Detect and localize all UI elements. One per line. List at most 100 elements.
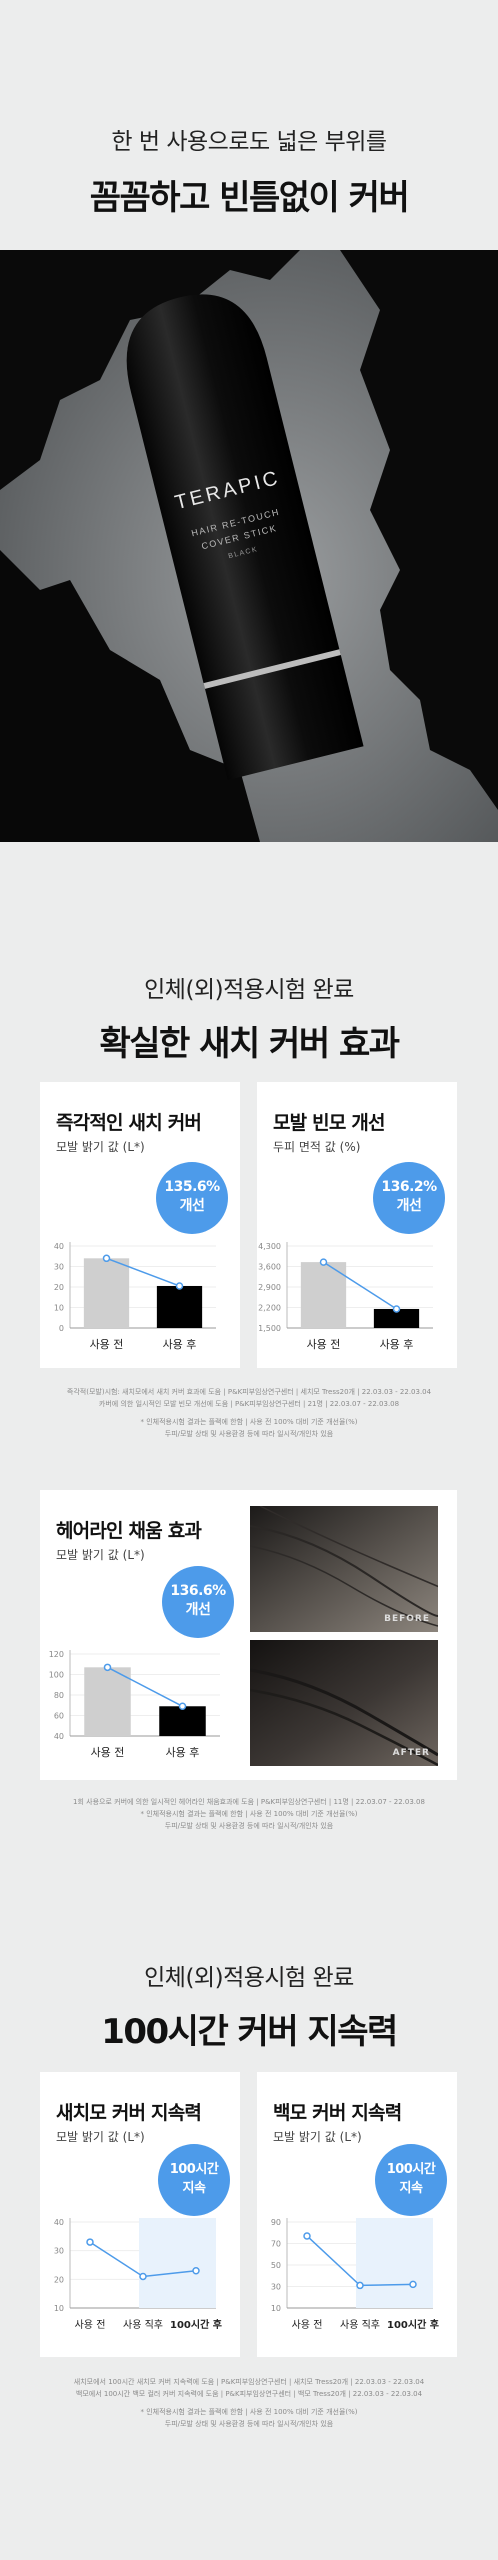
y-tick-label: 70	[271, 2240, 281, 2249]
y-tick-label: 60	[54, 1712, 64, 1721]
footnote3-l1: 새치모에서 100시간 새치모 커버 지속력에 도움 | P&K피부임상연구센터…	[73, 2378, 425, 2386]
x-tick-label: 사용 전	[91, 1746, 125, 1759]
y-tick-label: 3,600	[258, 1263, 281, 1272]
y-tick-label: 4,300	[258, 1242, 281, 1251]
y-tick-label: 80	[54, 1691, 64, 1700]
y-tick-label: 0	[59, 1324, 64, 1333]
card2-chart: 1,500 2,200 2,900 3,600 4,300 사용 전 사용 후	[258, 1242, 433, 1351]
footnote1: 즉각적(모발)시험: 새치모에서 새치 커버 효과에 도움 | P&K피부임상연…	[0, 1386, 498, 1440]
card2-badge-value: 136.2%	[381, 1179, 437, 1195]
card1-chart: 0 10 20 30 40 사용 전 사용 후	[54, 1242, 216, 1351]
y-tick-label: 2,200	[258, 1304, 281, 1313]
card3-badge-text: 개선	[185, 1602, 211, 1618]
trend-point	[103, 1663, 112, 1672]
series-point	[409, 2280, 417, 2289]
card5-badge-value: 100시간	[386, 2162, 436, 2177]
before-photo-art	[250, 1506, 438, 1632]
card5-badge: 100시간 지속	[375, 2144, 447, 2216]
y-tick-label: 40	[54, 2218, 64, 2227]
before-label: BEFORE	[384, 1614, 430, 1624]
x-tick-label: 사용 후	[380, 1338, 414, 1351]
bar	[159, 1706, 206, 1736]
x-tick-label: 사용 전	[75, 2319, 106, 2331]
trend-line	[323, 1261, 397, 1310]
bar	[156, 1285, 203, 1328]
y-tick-label: 30	[271, 2283, 281, 2292]
section3-heading: 인체(외)적용시험 완료 100시간 커버 지속력	[0, 1958, 498, 2053]
footnote1-l1: 즉각적(모발)시험: 새치모에서 새치 커버 효과에 도움 | P&K피부임상연…	[66, 1388, 432, 1396]
x-tick-label: 사용 전	[307, 1338, 341, 1351]
x-tick-label: 사용 직후	[340, 2319, 380, 2331]
footnote1-l4: 두피/모발 상태 및 사용환경 등에 따라 일시적/개인차 있음	[164, 1430, 334, 1438]
y-tick-label: 30	[54, 1263, 64, 1272]
card-instant-cover: 즉각적인 새치 커버 모발 밝기 값 (L*) 135.6% 개선 0 10 20 3…	[40, 1082, 240, 1368]
series-point	[303, 2232, 311, 2240]
bar	[83, 1258, 130, 1328]
card-thinning-improve: 모발 빈모 개선 두피 면적 값 (%) 136.2% 개선 1,500 2,20…	[257, 1082, 457, 1368]
before-photo: BEFORE	[250, 1506, 438, 1632]
series-point	[356, 2281, 364, 2290]
card3-subtitle: 모발 밝기 값 (L*)	[56, 1548, 145, 1562]
y-tick-label: 2,900	[258, 1283, 281, 1292]
y-tick-label: 10	[271, 2304, 281, 2313]
section3-line2: 100시간 커버 지속력	[101, 2012, 398, 2052]
footnote3-l3: * 인체적용시험 결과는 플랙에 한함 | 사용 전 100% 대비 기준 개선…	[140, 2408, 358, 2416]
card3-chart: 40 60 80 100 120 사용 전 사용 후	[49, 1650, 220, 1759]
card1-badge-value: 135.6%	[164, 1179, 220, 1195]
product-photo: TERAPIC HAIR RE-TOUCH COVER STICK BLACK	[0, 250, 498, 842]
trend-point	[319, 1258, 328, 1266]
footnote1-l2: 카버에 의한 일시적인 모발 빈모 개선에 도움 | P&K피부임상연구센터 |…	[98, 1400, 400, 1408]
footnote3: 새치모에서 100시간 새치모 커버 지속력에 도움 | P&K피부임상연구센터…	[0, 2376, 498, 2430]
x-tick-label: 사용 전	[292, 2319, 323, 2331]
card4-subtitle: 모발 밝기 값 (L*)	[56, 2130, 145, 2144]
y-tick-label: 30	[54, 2247, 64, 2256]
x-tick-label: 100시간 후	[170, 2318, 222, 2331]
duration-highlight	[139, 2218, 216, 2308]
footnote3-l2: 백모에서 100시간 백모 컬러 커버 지속력에 도움 | P&K피부임상연구센…	[75, 2390, 423, 2398]
after-photo: AFTER	[250, 1640, 438, 1766]
card4-badge-value: 100시간	[169, 2162, 219, 2177]
y-tick-label: 120	[49, 1650, 64, 1659]
x-tick-label: 사용 전	[90, 1338, 124, 1351]
card-gray-cover-duration: 새치모 커버 지속력 모발 밝기 값 (L*) 100시간 지속 10 20 30 4…	[40, 2072, 240, 2357]
card4-title: 새치모 커버 지속력	[56, 2102, 202, 2124]
duration-highlight	[356, 2218, 433, 2308]
y-tick-label: 40	[54, 1242, 64, 1251]
footnote2-l1: 1회 사용으로 커버에 의한 일시적인 헤어라인 채움효과에 도움 | P&K피…	[73, 1798, 425, 1806]
after-photo-art	[250, 1640, 438, 1766]
card2-badge: 136.2% 개선	[373, 1162, 445, 1234]
trend-point	[392, 1305, 401, 1313]
section3-line1: 인체(외)적용시험 완료	[144, 1965, 354, 1991]
card-hairline-fill: 헤어라인 채움 효과 모발 밝기 값 (L*) 136.6% 개선 40 60 80…	[40, 1490, 457, 1780]
card5-badge-text: 지속	[399, 2181, 423, 2196]
x-tick-label: 사용 직후	[123, 2319, 163, 2331]
footnote3-l4: 두피/모발 상태 및 사용환경 등에 따라 일시적/개인차 있음	[164, 2420, 334, 2428]
card1-subtitle: 모발 밝기 값 (L*)	[56, 1140, 145, 1154]
bar	[373, 1308, 420, 1328]
section1-heading: 한 번 사용으로도 넓은 부위를 꼼꼼하고 빈틈없이 커버	[0, 122, 498, 219]
card4-badge: 100시간 지속	[158, 2144, 230, 2216]
series-point	[192, 2266, 200, 2275]
y-tick-label: 10	[54, 2304, 64, 2313]
footnote2-l2: * 인체적용시험 결과는 플랙에 한함 | 사용 전 100% 대비 기준 개선…	[140, 1810, 358, 1818]
y-tick-label: 20	[54, 2275, 64, 2284]
card-white-cover-duration: 백모 커버 지속력 모발 밝기 값 (L*) 100시간 지속 10 30 50 70…	[257, 2072, 457, 2357]
card2-subtitle: 두피 면적 값 (%)	[273, 1140, 361, 1154]
y-tick-label: 20	[54, 1283, 64, 1292]
card2-title: 모발 빈모 개선	[273, 1112, 386, 1134]
y-tick-label: 90	[271, 2218, 281, 2227]
trend-point	[178, 1702, 187, 1711]
card3-badge-value: 136.6%	[170, 1583, 226, 1599]
trend-line	[106, 1257, 180, 1287]
y-tick-label: 10	[54, 1304, 64, 1313]
after-label: AFTER	[392, 1748, 430, 1758]
section2-heading: 인체(외)적용시험 완료 확실한 새치 커버 효과	[0, 970, 498, 1065]
card1-title: 즉각적인 새치 커버	[56, 1112, 202, 1134]
card5-title: 백모 커버 지속력	[273, 2102, 402, 2124]
x-tick-label: 사용 후	[163, 1338, 197, 1351]
card1-badge: 135.6% 개선	[156, 1162, 228, 1234]
trend-line	[107, 1666, 183, 1707]
card3-badge: 136.6% 개선	[162, 1566, 234, 1638]
section2-line1: 인체(외)적용시험 완료	[144, 977, 354, 1003]
card5-subtitle: 모발 밝기 값 (L*)	[273, 2130, 362, 2144]
